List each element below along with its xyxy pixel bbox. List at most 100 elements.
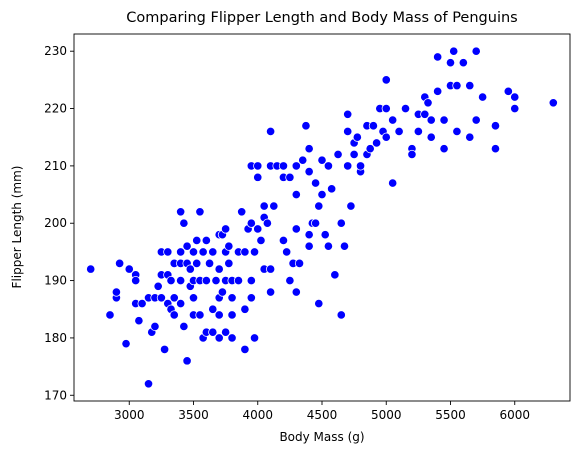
data-point (291, 189, 301, 200)
data-point (407, 149, 417, 159)
x-tick-label: 5500 (435, 408, 466, 422)
y-tick-label: 230 (44, 44, 67, 58)
data-point (188, 293, 199, 303)
data-point (221, 327, 231, 337)
data-point (304, 241, 314, 251)
data-point (323, 161, 333, 171)
data-point (134, 316, 144, 326)
data-point (343, 161, 353, 171)
data-point (224, 241, 234, 251)
data-point (233, 276, 244, 286)
data-point (413, 126, 423, 137)
data-point (253, 224, 263, 234)
data-point (478, 92, 488, 102)
y-tick-label: 170 (44, 388, 67, 402)
data-point (221, 224, 231, 234)
x-tick-label: 3000 (114, 408, 145, 422)
data-point (372, 138, 382, 148)
x-tick-label: 4000 (242, 408, 273, 422)
data-point (214, 333, 224, 343)
y-axis-ticks: 170 180 190 200 210 220 230 (44, 44, 74, 402)
data-point (465, 132, 475, 142)
data-point (330, 270, 340, 280)
data-point (115, 258, 125, 268)
plot-frame (73, 33, 571, 402)
data-point (349, 149, 359, 159)
y-tick-label: 210 (44, 159, 67, 173)
data-point (333, 149, 343, 159)
data-point (490, 121, 501, 131)
data-point (214, 264, 224, 274)
data-point (323, 241, 333, 251)
data-point (249, 247, 260, 257)
data-point (169, 310, 179, 320)
data-point (278, 161, 289, 171)
data-point (420, 109, 430, 119)
data-point (548, 98, 558, 108)
data-point (153, 281, 163, 291)
data-point (182, 241, 192, 251)
scatter-points (86, 46, 558, 389)
data-point (86, 264, 96, 274)
data-point (291, 224, 301, 234)
data-point (195, 310, 205, 320)
data-point (131, 276, 141, 286)
data-point (121, 339, 131, 349)
data-point (143, 379, 154, 389)
data-point (471, 46, 481, 56)
x-tick-label: 6000 (499, 408, 530, 422)
data-point (204, 258, 215, 268)
data-point (246, 276, 256, 286)
x-tick-label: 3500 (178, 408, 209, 422)
data-point (208, 327, 218, 337)
data-point (439, 115, 449, 125)
data-point (458, 58, 468, 68)
data-point (176, 207, 186, 217)
data-point (336, 310, 346, 320)
data-point (400, 103, 411, 114)
data-point (346, 201, 356, 211)
data-point (176, 247, 186, 257)
data-point (240, 344, 250, 354)
data-point (240, 247, 250, 257)
data-point (150, 321, 160, 332)
data-point (246, 293, 256, 303)
data-point (192, 258, 202, 268)
data-point (169, 293, 179, 303)
data-point (282, 247, 292, 257)
data-point (343, 109, 353, 119)
chart-title: Comparing Flipper Length and Body Mass o… (126, 10, 517, 26)
data-point (195, 207, 205, 217)
data-point (426, 115, 436, 125)
data-point (105, 310, 115, 320)
data-point (365, 144, 375, 154)
data-point (166, 276, 176, 286)
data-point (433, 86, 443, 96)
data-point (452, 126, 462, 137)
data-point (381, 75, 391, 85)
data-point (137, 298, 147, 309)
data-point (311, 178, 321, 188)
data-point (269, 201, 279, 211)
x-tick-label: 4500 (307, 408, 338, 422)
y-tick-label: 220 (44, 102, 67, 116)
data-point (227, 293, 237, 303)
data-point (304, 167, 314, 177)
data-point (490, 144, 501, 154)
data-point (394, 126, 404, 137)
data-point (449, 46, 459, 56)
data-point (388, 178, 398, 188)
data-point (388, 115, 398, 125)
data-point (503, 86, 513, 96)
data-point (176, 298, 186, 309)
y-axis-label: Flipper Length (mm) (10, 166, 24, 289)
data-point (471, 115, 481, 125)
x-axis-ticks: 3000 3500 4000 4500 5000 5500 6000 (114, 401, 530, 422)
data-point (439, 144, 449, 154)
data-point (192, 235, 202, 246)
data-point (208, 304, 218, 314)
data-point (111, 287, 121, 297)
data-point (249, 333, 260, 343)
data-point (304, 144, 314, 154)
